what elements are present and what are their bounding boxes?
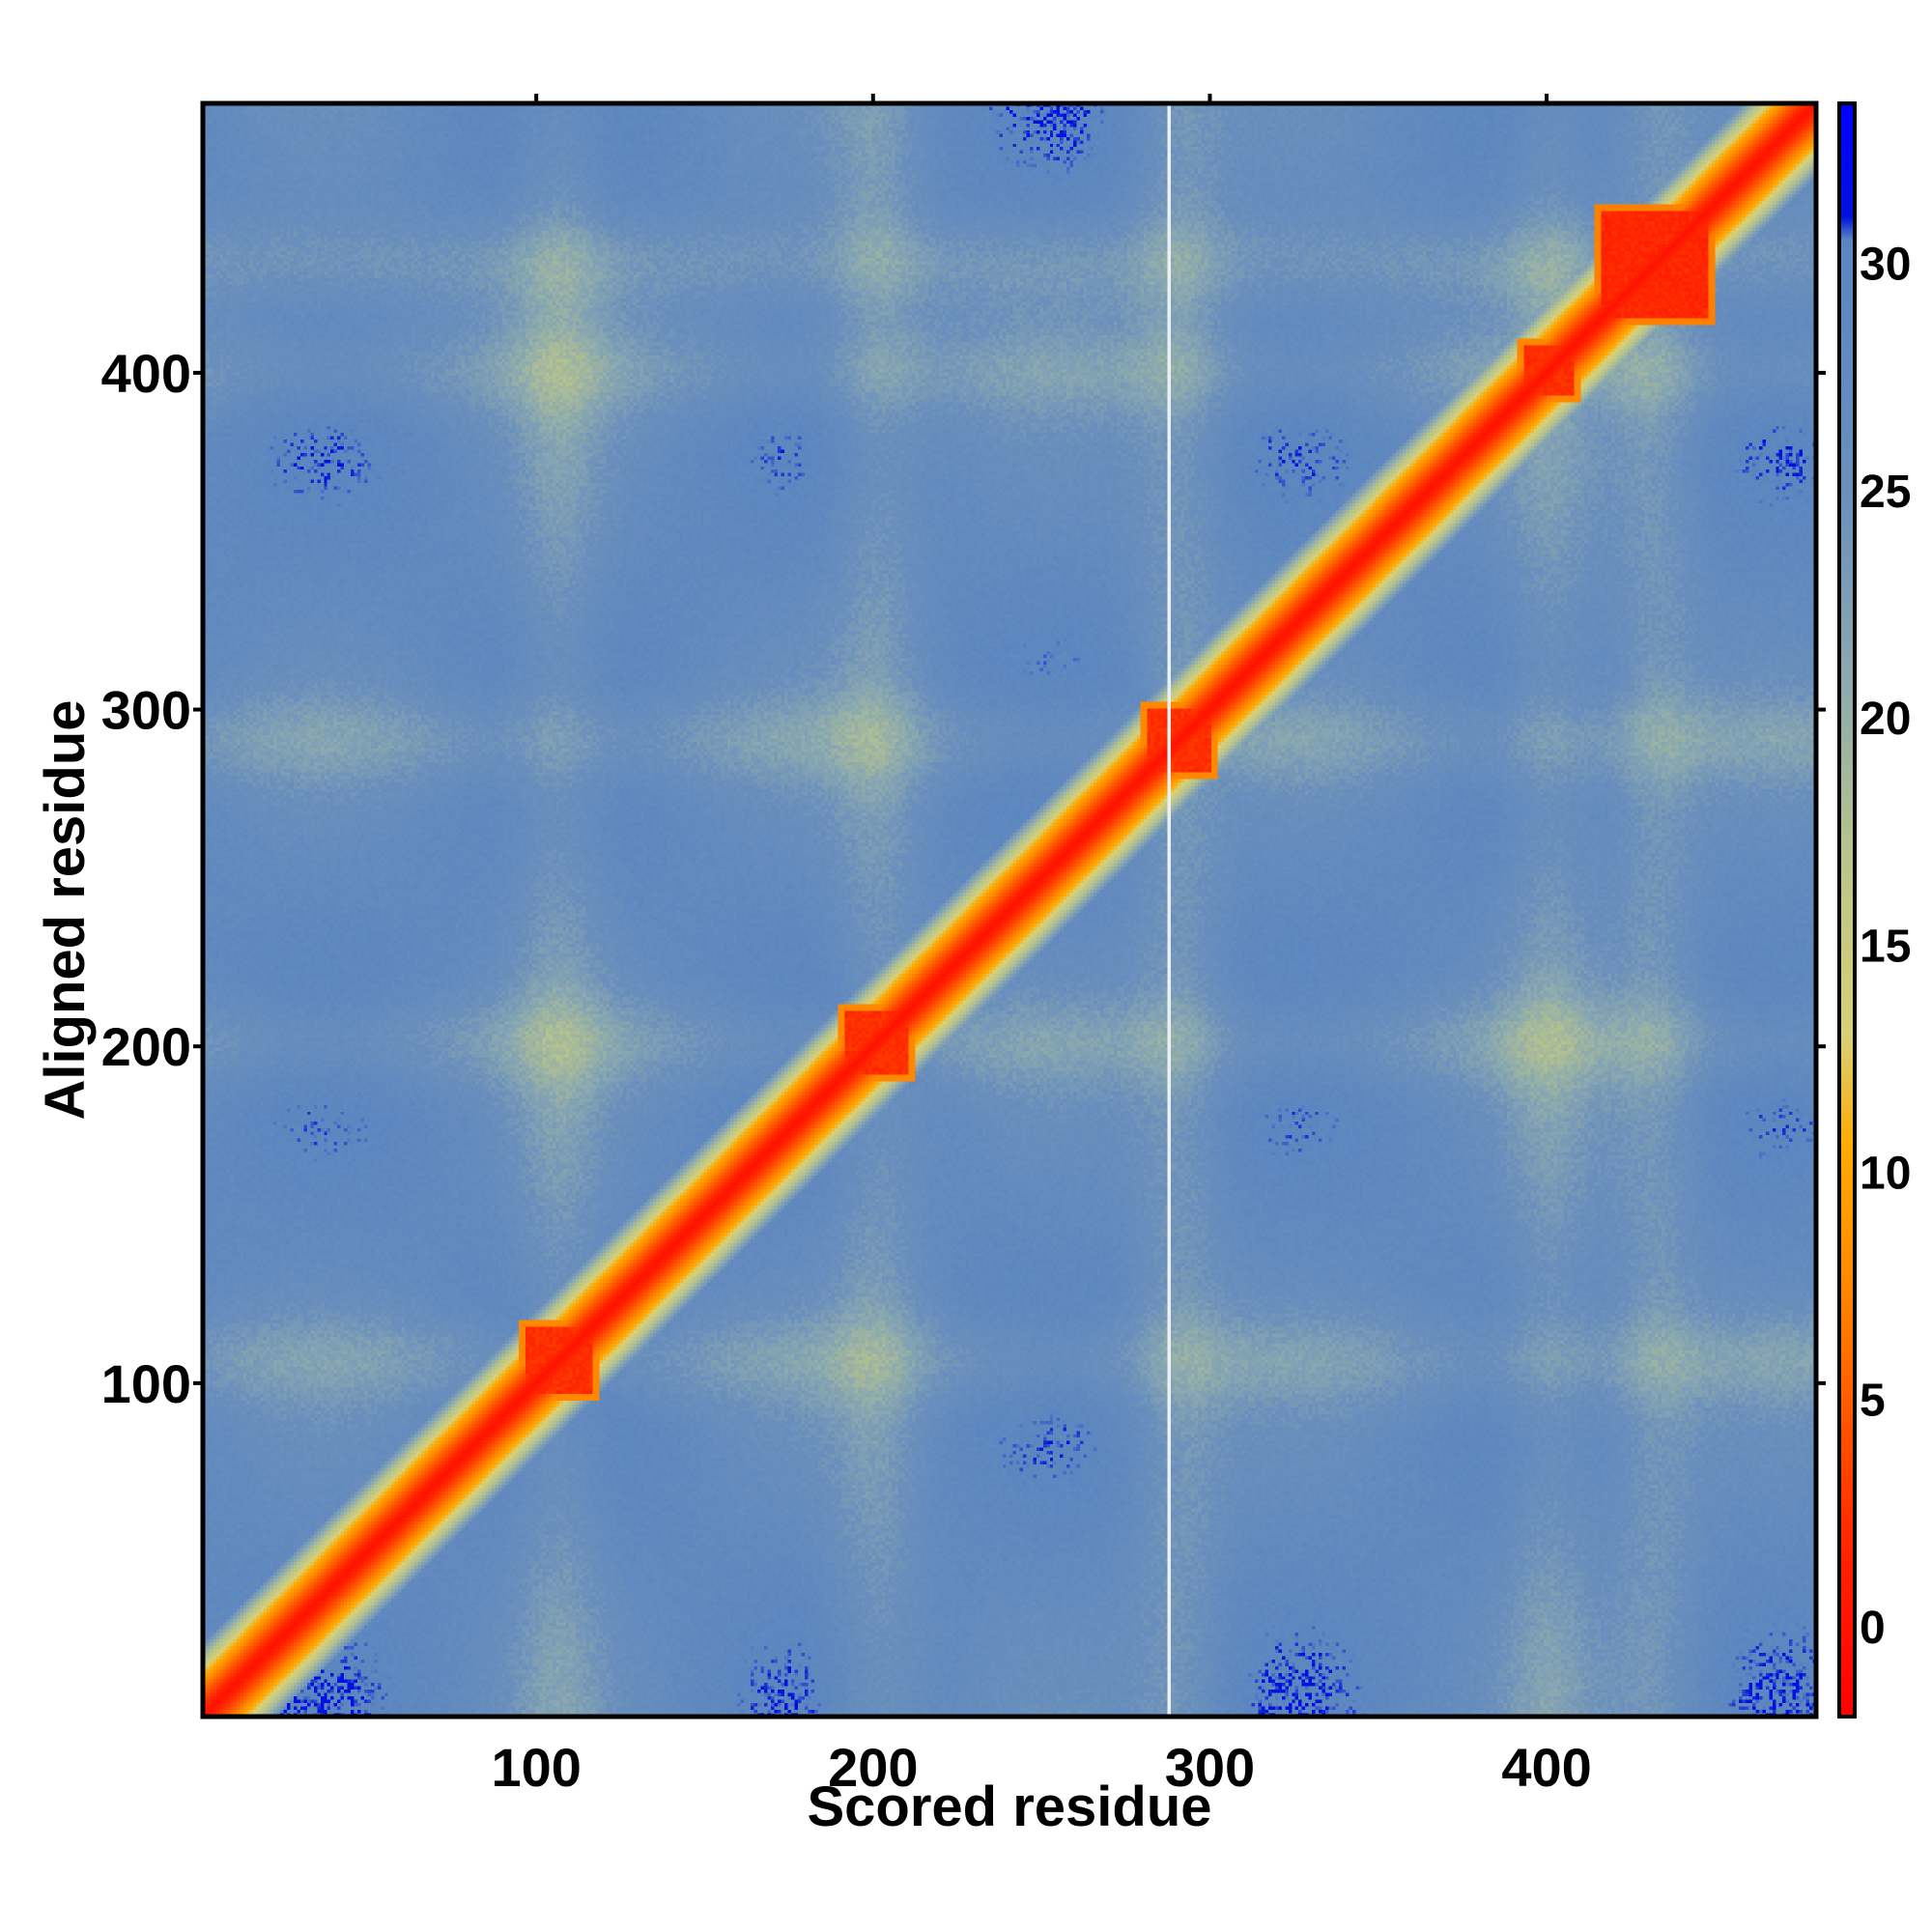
colorbar-tick-label: 5 <box>1860 1376 1886 1427</box>
y-tick-label: 200 <box>101 1016 191 1077</box>
colorbar-ticks: 0 5 10 15 20 25 30 <box>1860 240 1911 1654</box>
y-axis: 100 200 300 400 <box>101 343 1826 1414</box>
colorbar-tick-label: 30 <box>1860 240 1911 291</box>
heatmap-area <box>203 103 1816 1717</box>
colorbar: 0 5 10 15 20 25 30 <box>1837 101 1911 1719</box>
colorbar-frame <box>1837 101 1857 1719</box>
y-tick-label: 300 <box>101 680 191 741</box>
heatmap-canvas <box>203 103 1816 1717</box>
colorbar-tick-label: 10 <box>1860 1148 1911 1199</box>
x-axis: 100 200 300 400 <box>491 94 1592 1798</box>
colorbar-tick-label: 25 <box>1860 467 1911 518</box>
x-tick-label: 100 <box>491 1737 581 1798</box>
x-tick-label: 400 <box>1501 1737 1591 1798</box>
x-axis-title: Scored residue <box>807 1776 1211 1838</box>
y-tick-label: 400 <box>101 343 191 404</box>
x-tick-label: 200 <box>828 1737 918 1798</box>
colorbar-tick-label: 15 <box>1860 921 1911 972</box>
colorbar-fill <box>1839 103 1855 1717</box>
y-axis-title: Aligned residue <box>34 699 97 1120</box>
x-tick-label: 300 <box>1165 1737 1255 1798</box>
y-tick-label: 100 <box>101 1353 191 1414</box>
colorbar-tick-label: 20 <box>1860 694 1911 745</box>
colorbar-tick-label: 0 <box>1860 1603 1886 1654</box>
plot-frame <box>200 100 1819 1719</box>
